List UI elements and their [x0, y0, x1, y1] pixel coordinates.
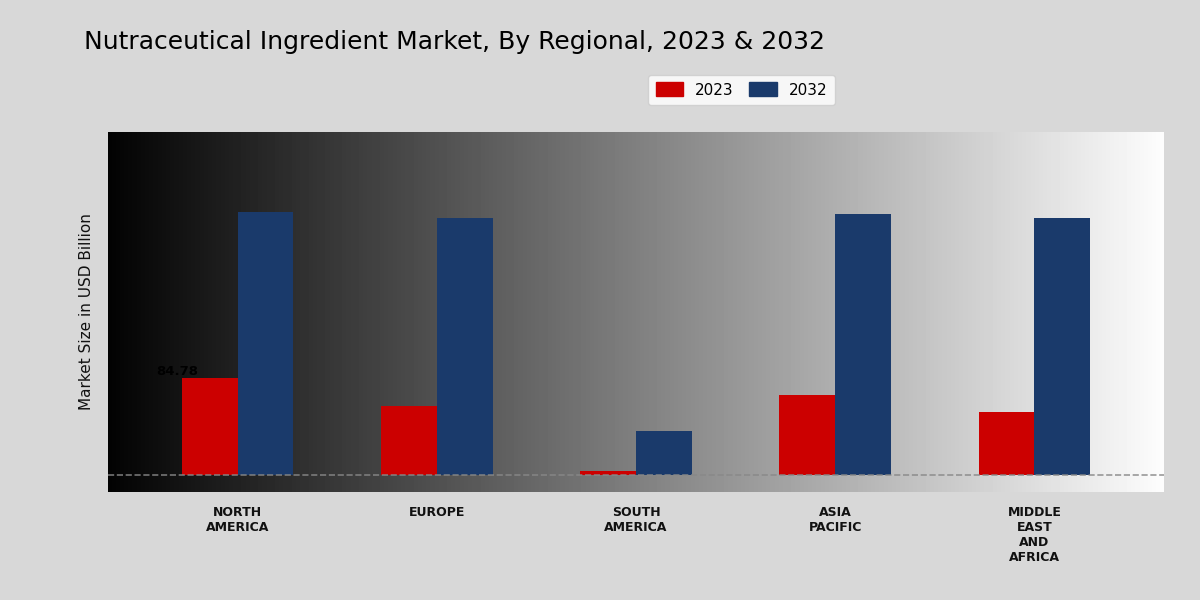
- Bar: [835, 214, 892, 475]
- Bar: [780, 395, 835, 475]
- Bar: [1034, 218, 1091, 475]
- Bar: [181, 378, 238, 475]
- Bar: [380, 406, 437, 475]
- Text: 84.78: 84.78: [156, 365, 198, 377]
- Text: Nutraceutical Ingredient Market, By Regional, 2023 & 2032: Nutraceutical Ingredient Market, By Regi…: [84, 30, 826, 54]
- Bar: [581, 472, 636, 475]
- Bar: [238, 212, 293, 475]
- Bar: [437, 218, 492, 475]
- Bar: [979, 412, 1034, 475]
- Bar: [636, 431, 691, 475]
- Y-axis label: Market Size in USD Billion: Market Size in USD Billion: [79, 214, 94, 410]
- Legend: 2023, 2032: 2023, 2032: [648, 75, 835, 105]
